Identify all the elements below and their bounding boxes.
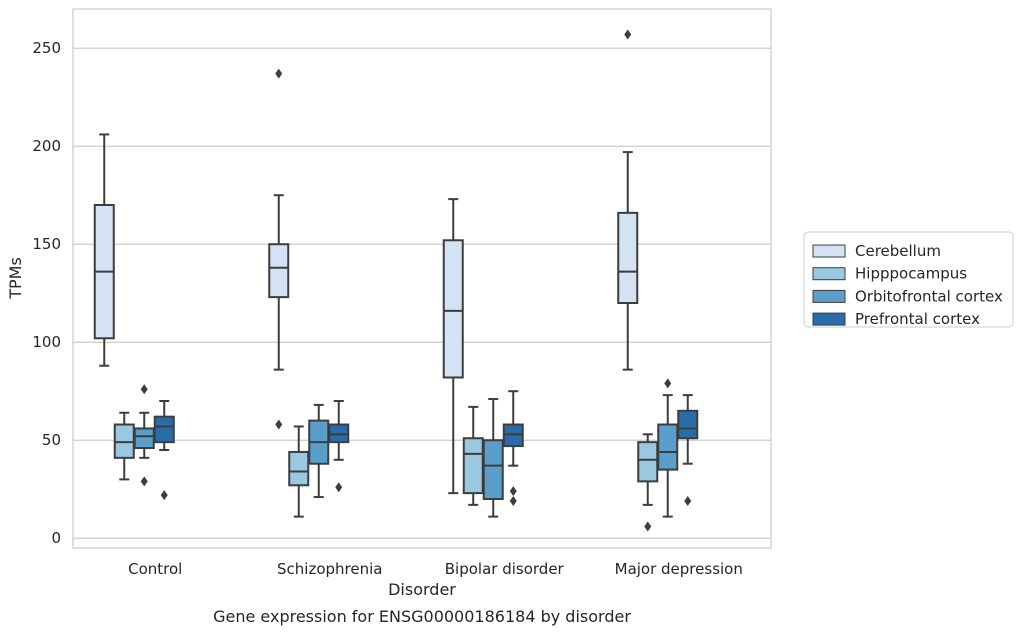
x-tick-labels: Control Schizophrenia Bipolar disorder Majo… [128, 560, 743, 578]
legend-swatch [812, 312, 846, 326]
y-tick-label: 200 [32, 137, 61, 155]
legend-swatch [812, 244, 846, 258]
chart-caption: Gene expression for ENSG00000186184 by d… [213, 607, 631, 626]
box [288, 425, 310, 518]
box [442, 198, 464, 495]
box-series [93, 29, 699, 532]
box [268, 68, 290, 430]
box [617, 29, 639, 371]
outlier-point [684, 495, 692, 506]
outlier-point [335, 482, 343, 493]
box [133, 384, 155, 487]
legend-swatch [812, 289, 846, 303]
y-tick-labels: 0 50 100 150 200 250 [32, 39, 61, 547]
y-tick-label: 150 [32, 235, 61, 253]
outlier-point [140, 384, 148, 395]
box [677, 394, 699, 506]
y-tick-label: 0 [51, 529, 61, 547]
outlier-point [275, 68, 283, 79]
outlier-point [275, 419, 283, 430]
plot-frame [72, 8, 772, 549]
box-iqr [133, 427, 155, 450]
box [482, 398, 504, 518]
legend-swatch [812, 267, 846, 281]
outlier-point [644, 521, 652, 532]
legend-label: Cerebellum [855, 242, 941, 260]
box-iqr [637, 441, 659, 483]
y-tick-label: 250 [32, 39, 61, 57]
x-tick-label: Control [128, 560, 182, 578]
box [93, 133, 115, 367]
outlier-point [160, 490, 168, 501]
series-cerebellum [93, 29, 639, 495]
box-iqr [288, 450, 310, 487]
legend-label: Orbitofrontal cortex [855, 287, 1003, 305]
series-prefrontal-cortex [153, 390, 699, 506]
box [328, 400, 350, 493]
y-tick-label: 100 [32, 333, 61, 351]
series-orbitofrontal-cortex [133, 378, 679, 518]
outlier-point [624, 29, 632, 40]
outlier-point [509, 486, 517, 497]
box-iqr [442, 239, 464, 379]
box-iqr [657, 423, 679, 471]
box-iqr [268, 243, 290, 299]
x-axis-label: Disorder [388, 580, 456, 599]
y-tick-label: 50 [42, 431, 61, 449]
legend-frame [803, 231, 1014, 328]
y-axis-label: TPMs [6, 257, 25, 300]
y-gridlines [73, 47, 771, 539]
box [637, 433, 659, 532]
box [657, 378, 679, 518]
legend: Cerebellum Hipppocampus Orbitofrontal cort… [803, 231, 1014, 328]
box [308, 403, 330, 499]
legend-label: Hipppocampus [855, 265, 967, 283]
box-iqr [153, 415, 175, 444]
outlier-point [509, 495, 517, 506]
box-iqr [462, 437, 484, 495]
box-iqr [617, 211, 639, 304]
outlier-point [140, 476, 148, 487]
box-iqr [482, 439, 504, 501]
legend-label: Prefrontal cortex [855, 310, 980, 328]
x-tick-label: Bipolar disorder [445, 560, 565, 578]
x-tick-label: Schizophrenia [277, 560, 382, 578]
box [502, 390, 524, 506]
x-tick-label: Major depression [615, 560, 743, 578]
box-iqr [677, 409, 699, 440]
outlier-point [664, 378, 672, 389]
box [153, 400, 175, 501]
